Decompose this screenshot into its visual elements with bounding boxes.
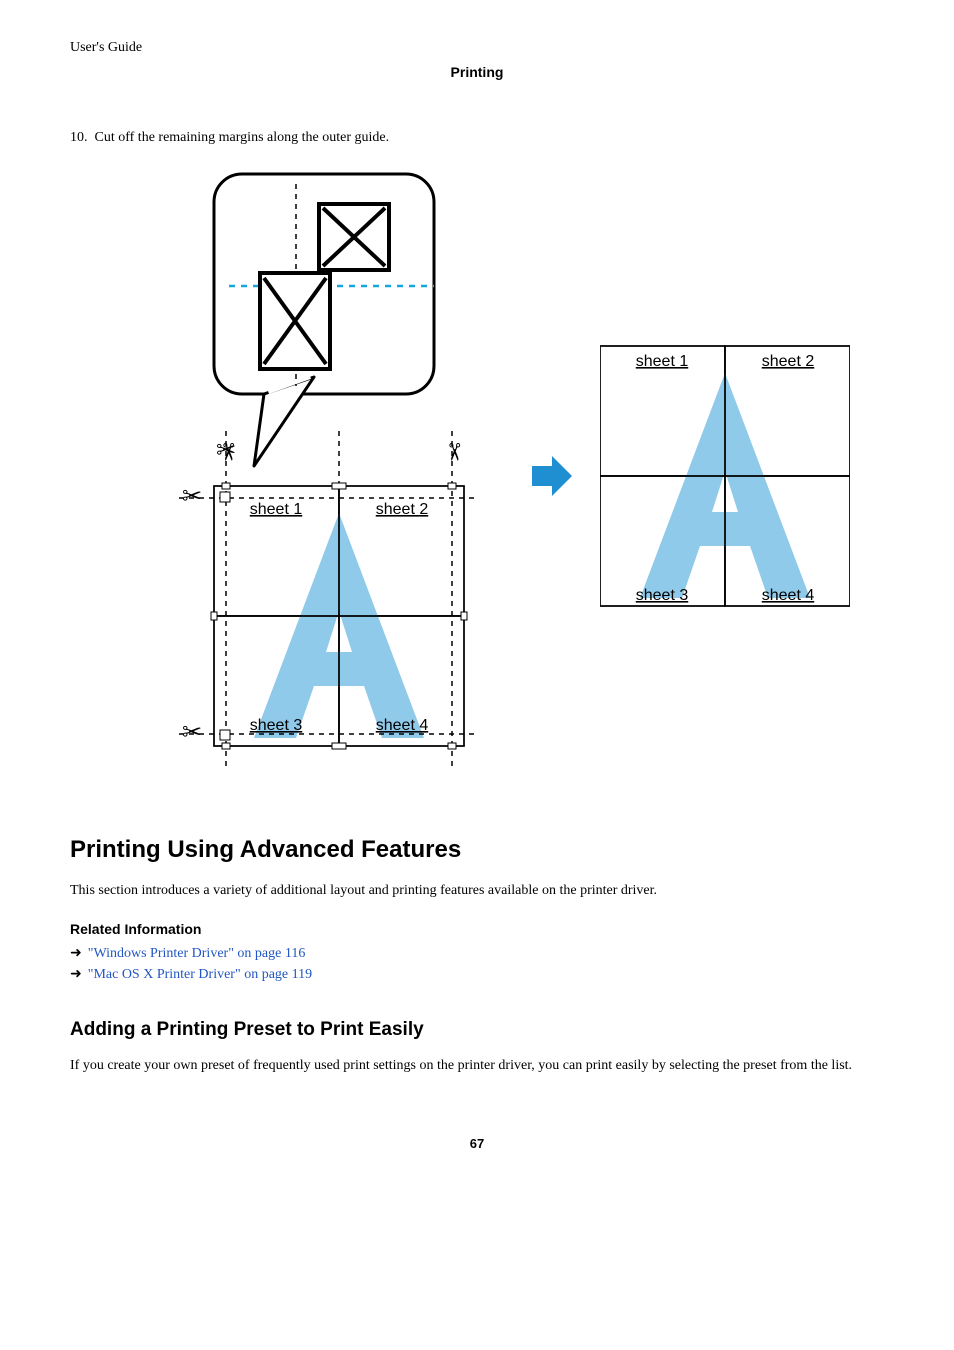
section-label: Printing [70, 64, 884, 80]
svg-text:✂: ✂ [182, 720, 202, 746]
arrow-bullet-icon: ➜ [70, 945, 82, 962]
instruction-diagram: sheet 1 sheet 2 sheet 3 sheet 4 ✂ ✂ ✂ ✂ … [110, 166, 884, 786]
svg-text:sheet 3: sheet 3 [250, 717, 303, 734]
link-macosx-driver[interactable]: "Mac OS X Printer Driver" on page 119 [88, 967, 312, 983]
link-windows-driver[interactable]: "Windows Printer Driver" on page 116 [88, 946, 306, 962]
step-number: 10. [70, 130, 88, 145]
svg-text:sheet 1: sheet 1 [636, 353, 689, 370]
diagram-left: sheet 1 sheet 2 sheet 3 sheet 4 ✂ ✂ ✂ ✂ … [144, 166, 504, 786]
diagram-right: sheet 1 sheet 2 sheet 3 sheet 4 [600, 336, 850, 616]
page-number: 67 [70, 1136, 884, 1151]
intro-text: This section introduces a variety of add… [70, 880, 884, 901]
preset-body-text: If you create your own preset of frequen… [70, 1055, 884, 1076]
svg-text:✂: ✂ [440, 442, 466, 462]
related-link-row: ➜ "Mac OS X Printer Driver" on page 119 [70, 966, 884, 983]
arrow-bullet-icon: ➜ [70, 966, 82, 983]
related-info-heading: Related Information [70, 921, 884, 937]
guide-label: User's Guide [70, 40, 884, 56]
related-link-row: ➜ "Windows Printer Driver" on page 116 [70, 945, 884, 962]
svg-text:sheet 4: sheet 4 [376, 717, 429, 734]
svg-text:sheet 4: sheet 4 [762, 587, 815, 604]
svg-text:sheet 3: sheet 3 [636, 587, 689, 604]
svg-text:✂: ✂ [182, 484, 202, 510]
svg-text:sheet 2: sheet 2 [762, 353, 815, 370]
svg-text:✂: ✂ [214, 442, 240, 462]
svg-text:sheet 2: sheet 2 [376, 501, 429, 518]
step-body: Cut off the remaining margins along the … [95, 130, 390, 145]
diagram-arrow-icon [528, 452, 576, 500]
step-text: 10. Cut off the remaining margins along … [70, 130, 884, 146]
heading-advanced-features: Printing Using Advanced Features [70, 836, 884, 864]
heading-printing-preset: Adding a Printing Preset to Print Easily [70, 1019, 884, 1041]
svg-text:sheet 1: sheet 1 [250, 501, 303, 518]
